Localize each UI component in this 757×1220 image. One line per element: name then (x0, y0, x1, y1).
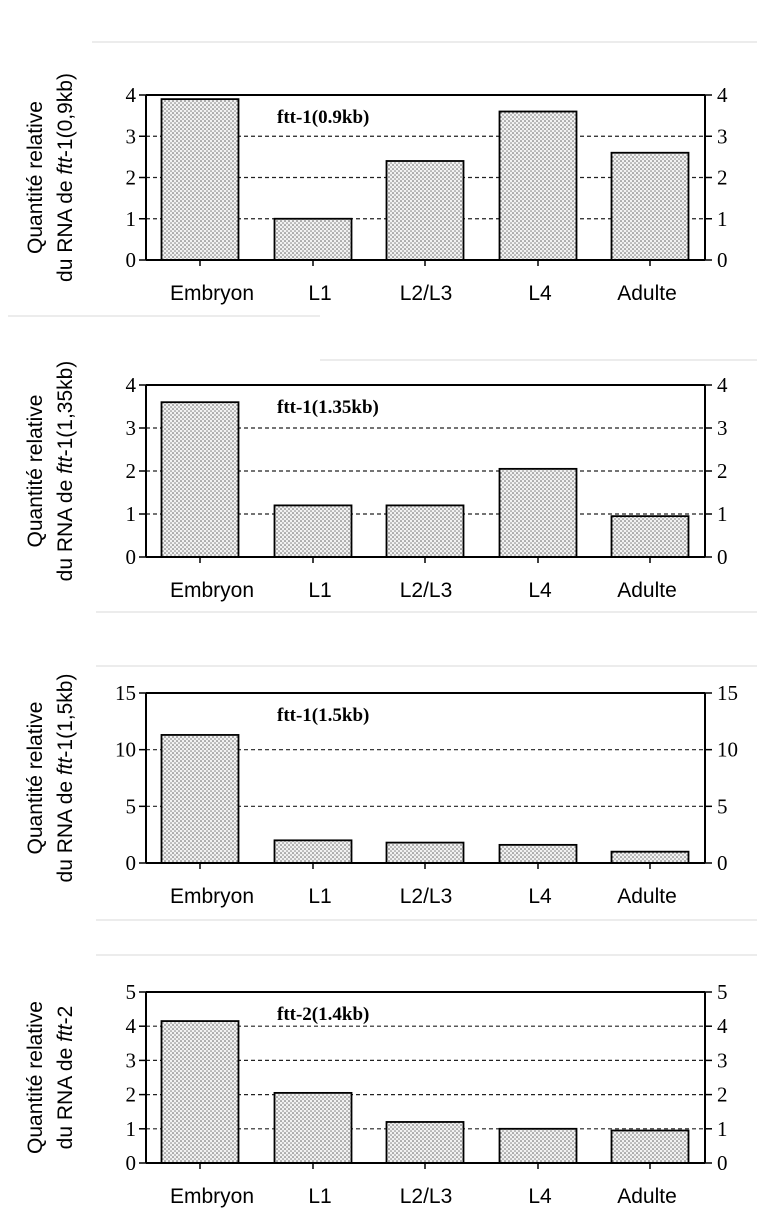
y-tick-label-left: 5 (126, 794, 137, 818)
x-tick-label: L4 (528, 282, 552, 305)
bar-l2-l3 (385, 1121, 465, 1164)
x-tick-label: L2/L3 (400, 282, 453, 305)
bar-l2-l3 (385, 504, 465, 558)
y-tick-label-right: 5 (717, 794, 728, 818)
chart-title: ftt-1(1.35kb) (277, 397, 379, 418)
bar-embryon (160, 1020, 240, 1164)
chart-panel-1: 0 0 1 1 2 2 3 3 4 4 Embryon L1 L2/L3 L4 Adulte ftt-1(0.… (24, 73, 728, 305)
y-tick-label-right: 15 (717, 681, 738, 705)
bar-l4 (498, 467, 578, 558)
y-tick-label-right: 2 (717, 459, 728, 483)
x-tick-label: L2/L3 (400, 885, 453, 908)
y-tick-label-right: 4 (717, 83, 728, 107)
y-tick-label-right: 4 (717, 1014, 728, 1038)
y-tick-label-left: 0 (126, 248, 137, 272)
y-tick-label-right: 0 (717, 248, 728, 272)
x-tick-label: Adulte (617, 282, 677, 305)
x-tick-label: Embryon (170, 885, 254, 908)
y-tick-label-left: 3 (126, 1048, 137, 1072)
y-tick-label-right: 5 (717, 980, 728, 1004)
y-tick-label-left: 0 (126, 851, 137, 875)
y-tick-label-right: 4 (717, 373, 728, 397)
x-tick-label: Adulte (617, 1185, 677, 1208)
y-tick-label-right: 2 (717, 1083, 728, 1107)
y-tick-label-right: 1 (717, 207, 728, 231)
y-tick-label-left: 15 (115, 681, 136, 705)
y-axis-label-line-1: Quantité relative (24, 101, 47, 254)
x-tick-label: Adulte (617, 579, 677, 602)
y-axis-label-line-1: Quantité relative (24, 395, 47, 548)
y-axis-label-line-2: du RNA de ftt-2 (54, 1006, 77, 1150)
x-tick-label: L1 (308, 282, 331, 305)
chart-panels: 0 0 1 1 2 2 3 3 4 4 Embryon L1 L2/L3 L4 Adulte ftt-1(0.… (24, 73, 738, 1208)
y-tick-label-right: 3 (717, 416, 728, 440)
y-tick-label-right: 3 (717, 1048, 728, 1072)
bar-l1 (273, 217, 353, 261)
bar-l2-l3 (385, 841, 465, 864)
chart-title: ftt-2(1.4kb) (277, 1004, 369, 1025)
y-tick-label-left: 1 (126, 1117, 137, 1141)
y-tick-label-left: 3 (126, 124, 137, 148)
bar-embryon (160, 98, 240, 261)
x-tick-label: L1 (308, 579, 331, 602)
x-tick-label: L4 (528, 1185, 552, 1208)
x-tick-label: Embryon (170, 282, 254, 305)
y-tick-label-left: 0 (126, 1151, 137, 1175)
bar-adulte (610, 1129, 690, 1164)
x-tick-label: Embryon (170, 1185, 254, 1208)
bar-l1 (273, 504, 353, 558)
x-tick-label: L1 (308, 885, 331, 908)
bar-l4 (498, 1127, 578, 1164)
y-tick-label-right: 0 (717, 545, 728, 569)
y-tick-label-left: 2 (126, 1083, 137, 1107)
x-tick-label: Embryon (170, 579, 254, 602)
y-axis-label-line-2: du RNA de ftt-1(1,5kb) (54, 674, 77, 883)
chart-title: ftt-1(0.9kb) (277, 107, 369, 128)
y-tick-label-right: 2 (717, 166, 728, 190)
bar-l4 (498, 843, 578, 864)
chart-title: ftt-1(1.5kb) (277, 705, 369, 726)
bar-embryon (160, 401, 240, 558)
y-tick-label-left: 0 (126, 545, 137, 569)
y-axis-label-line-1: Quantité relative (24, 702, 47, 855)
x-tick-label: L4 (528, 579, 552, 602)
y-tick-label-left: 10 (115, 738, 136, 762)
y-tick-label-right: 1 (717, 502, 728, 526)
y-axis-label-line-2: du RNA de ftt-1(0,9kb) (54, 73, 77, 282)
y-tick-label-right: 10 (717, 738, 738, 762)
y-tick-label-left: 3 (126, 416, 137, 440)
y-tick-label-left: 4 (126, 83, 137, 107)
bar-l4 (498, 110, 578, 261)
bar-embryon (160, 734, 240, 864)
y-tick-label-right: 0 (717, 1151, 728, 1175)
y-tick-label-left: 2 (126, 459, 137, 483)
y-axis-label-line-1: Quantité relative (24, 1001, 47, 1154)
x-tick-label: L4 (528, 885, 552, 908)
bar-l1 (273, 1091, 353, 1164)
y-tick-label-right: 1 (717, 1117, 728, 1141)
chart-panel-2: 0 0 1 1 2 2 3 3 4 4 Embryon L1 L2/L3 L4 Adulte ftt-1(1.… (24, 361, 728, 602)
bar-l2-l3 (385, 160, 465, 261)
chart-panel-4: 0 0 1 1 2 2 3 3 4 4 5 5 Embryon L1 L2/L3 L4 Adulte ftt-2(… (24, 980, 728, 1208)
y-tick-label-right: 0 (717, 851, 728, 875)
y-axis-label-line-2: du RNA de ftt-1(1,35kb) (54, 361, 77, 582)
bar-l1 (273, 839, 353, 864)
y-tick-label-left: 4 (126, 1014, 137, 1038)
x-tick-label: L1 (308, 1185, 331, 1208)
bar-adulte (610, 151, 690, 261)
y-tick-label-left: 2 (126, 166, 137, 190)
bar-adulte (610, 515, 690, 558)
bar-adulte (610, 850, 690, 864)
y-tick-label-right: 3 (717, 124, 728, 148)
x-tick-label: L2/L3 (400, 579, 453, 602)
chart-panel-3: 0 0 5 5 10 10 15 15 Embryon L1 L2/L3 L4 Adulte ftt-1(… (24, 674, 738, 908)
x-tick-label: L2/L3 (400, 1185, 453, 1208)
y-tick-label-left: 1 (126, 207, 137, 231)
y-tick-label-left: 5 (126, 980, 137, 1004)
x-tick-label: Adulte (617, 885, 677, 908)
y-tick-label-left: 4 (126, 373, 137, 397)
y-tick-label-left: 1 (126, 502, 137, 526)
